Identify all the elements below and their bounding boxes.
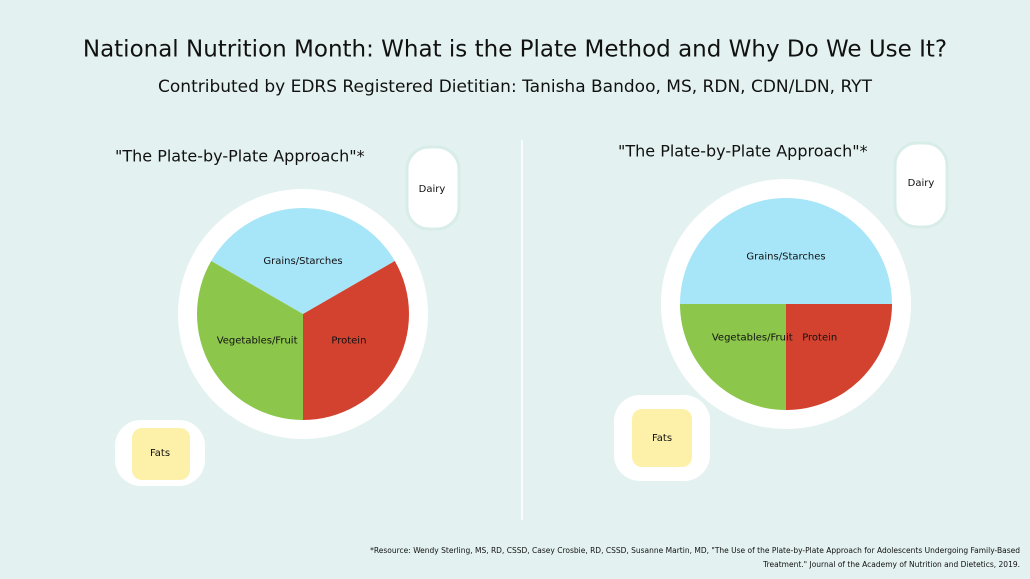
fats-label: Fats [150,448,170,459]
slice-label: Grains/Starches [263,256,342,267]
pie-slice [680,198,892,304]
slice-label: Vegetables/Fruit [217,336,298,347]
footnote: *Resource: Wendy Sterling, MS, RD, CSSD,… [370,546,1020,555]
pie-slice [303,261,410,420]
pie-slice [197,261,303,420]
subtitle: Contributed by EDRS Registered Dietitian… [158,77,873,97]
fats-label: Fats [652,433,672,444]
pie-slice [786,304,892,410]
slice-label: Vegetables/Fruit [712,333,793,344]
chart-title: "The Plate-by-Plate Approach"* [618,142,868,161]
fats-portion [632,409,692,467]
footnote: Treatment." Journal of the Academy of Nu… [762,560,1020,569]
dairy-cup [893,141,949,229]
slice-label: Grains/Starches [746,251,825,262]
dairy-label: Dairy [908,178,935,189]
chart-title: "The Plate-by-Plate Approach"* [115,147,365,166]
title: National Nutrition Month: What is the Pl… [83,37,947,63]
dairy-label: Dairy [419,184,446,195]
fats-portion [132,428,190,480]
slice-label: Protein [331,336,366,347]
pie-slice [680,304,786,410]
slice-label: Protein [802,333,837,344]
dairy-cup [405,145,461,231]
